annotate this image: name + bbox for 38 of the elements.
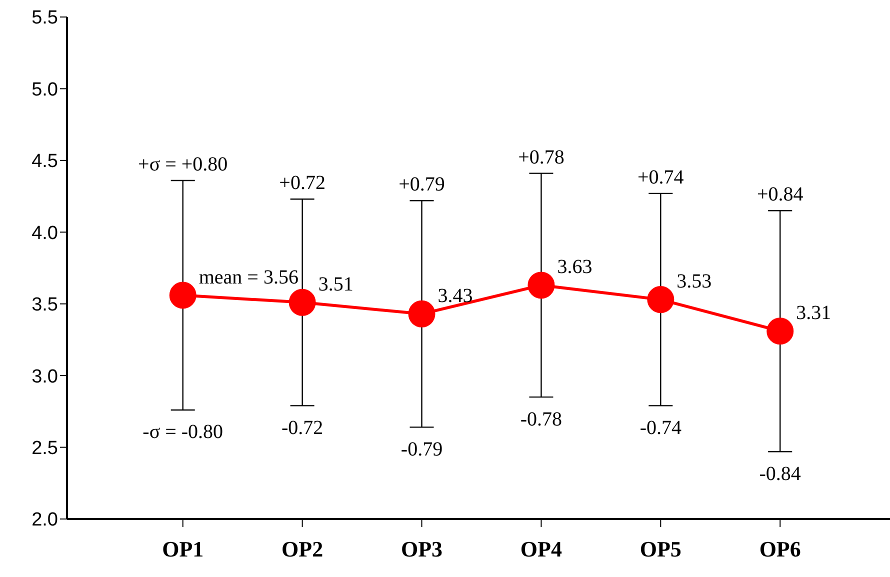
annotation: -σ = -0.80 [142,421,224,444]
y-tick-label: 2.0 [32,510,58,531]
x-tick-label: OP1 [162,536,204,562]
point [288,288,316,316]
annotation: +0.79 [398,174,445,196]
x-tick-label: OP6 [759,536,801,562]
point [766,318,794,345]
data-label: 3.51 [318,273,354,296]
point [169,282,196,309]
annotation: +σ = +0.80 [138,154,228,176]
x-tick-label: OP2 [282,536,324,562]
annotation: +0.78 [518,146,564,168]
point [408,300,436,328]
annotation: +0.74 [638,166,684,188]
annotation: +0.72 [279,172,326,194]
point [647,286,674,314]
y-tick-label: 4.5 [32,151,58,172]
data-label: 3.43 [438,284,473,307]
x-tick-label: OP5 [640,536,682,562]
y-tick-label: 5.0 [32,79,58,100]
annotation: -0.84 [759,462,801,485]
x-tick-label: OP4 [520,536,562,562]
point [528,272,555,299]
y-tick-label: 5.5 [32,8,58,29]
annotation: -0.79 [400,438,443,460]
y-tick-label: 3.5 [32,294,58,316]
annotation: +0.84 [756,184,804,206]
data-label: 3.53 [676,270,712,293]
annotation: -0.78 [520,408,562,430]
y-tick-label: 4.0 [32,222,58,244]
annotation: -0.74 [640,416,682,439]
y-tick-label: 2.5 [32,438,58,460]
x-tick-label: OP3 [400,536,443,562]
data-label: 3.63 [557,256,592,278]
annotation: -0.72 [281,416,324,439]
data-label: mean = 3.56 [198,266,298,288]
data-label: 3.31 [796,302,832,324]
y-tick-label: 3.0 [32,366,58,388]
